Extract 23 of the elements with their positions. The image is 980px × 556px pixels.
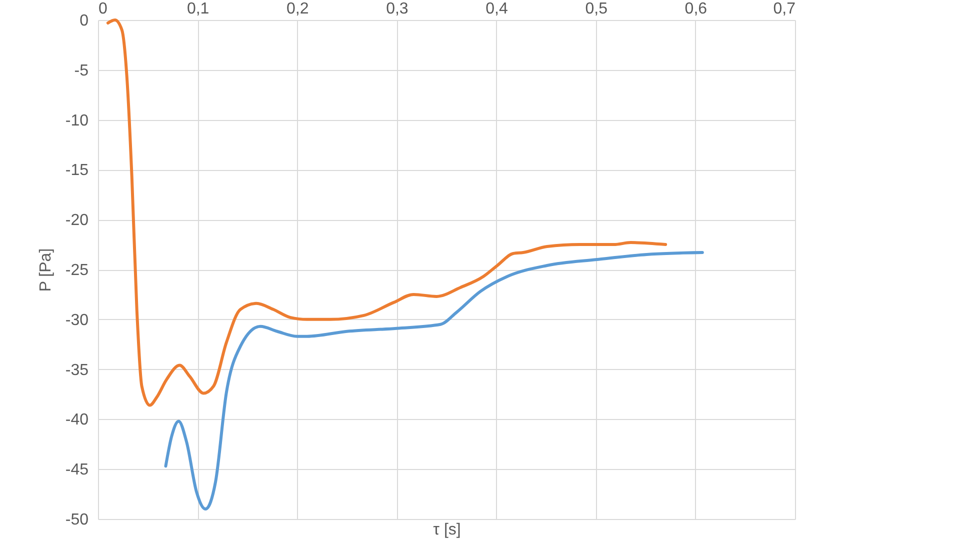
y-tick-label: -40 [65,412,89,429]
line-series [164,251,704,511]
y-tick-label: -30 [65,312,89,329]
y-tick-label: -35 [65,362,89,379]
y-tick-label: -45 [65,462,89,479]
x-tick-label: 0,5 [585,0,608,18]
x-tick-label: 0,6 [684,0,708,18]
y-tick-label: -50 [65,512,89,528]
x-tick-label: 0,7 [773,0,796,18]
x-tick-label: 0 [98,0,108,18]
y-tick-label: -20 [65,212,89,230]
y-tick-label: 0 [80,12,89,30]
y-tick-label: -15 [65,162,89,180]
x-tick-label: 0,2 [286,0,309,18]
y-tick-label: -25 [65,262,89,279]
y-tick-label: -10 [65,112,89,130]
x-tick-label: 0,1 [186,0,210,18]
y-tick-label: -5 [74,62,89,80]
x-tick-label: 0,4 [486,0,508,18]
x-tick-label: 0,3 [386,0,408,18]
x-axis-title: τ [s] [433,522,461,538]
y-axis-title: P [Pa] [37,248,54,292]
line-series [106,18,668,407]
